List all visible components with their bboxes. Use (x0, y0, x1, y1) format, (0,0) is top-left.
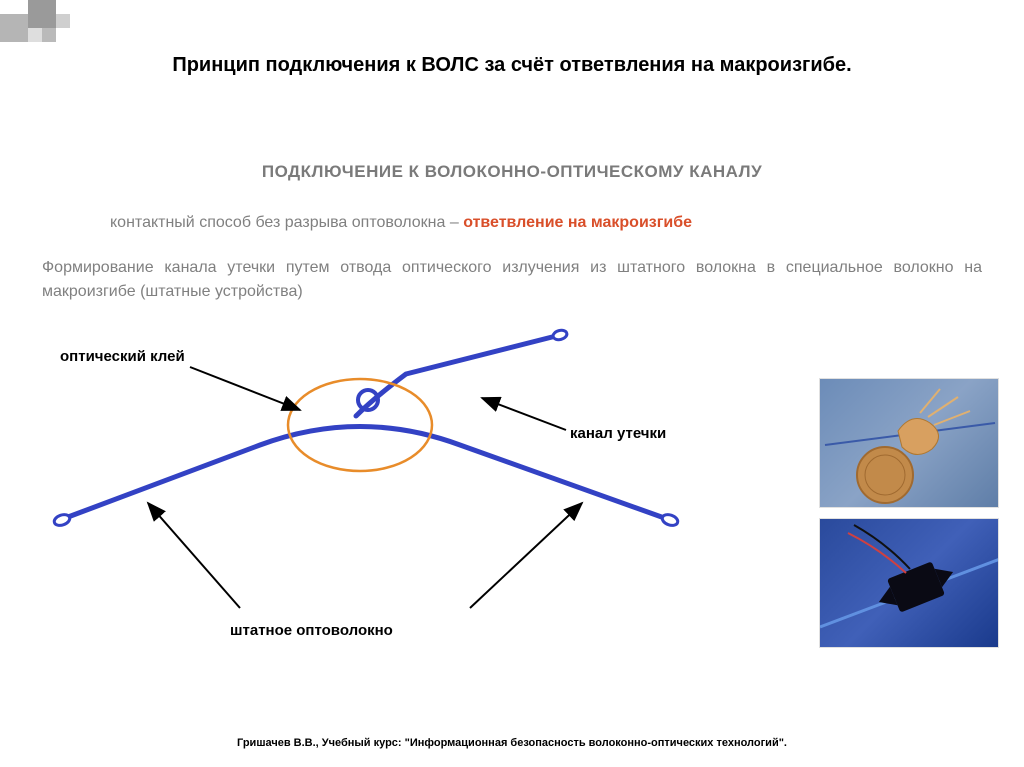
fiber-end-right (661, 513, 679, 528)
method-accent: ответвление на макроизгибе (463, 214, 692, 231)
fiber-end-left (53, 513, 71, 528)
photo-stack (819, 378, 999, 658)
footer-citation: Гришачев В.В., Учебный курс: "Информацио… (0, 737, 1024, 749)
leak-fiber (356, 335, 560, 416)
photo-tap-device (819, 518, 999, 648)
label-optical-glue: оптический клей (60, 348, 185, 365)
description-text: Формирование канала утечки путем отвода … (42, 256, 982, 304)
arrow-to-fiber-right (470, 503, 582, 608)
method-line: контактный способ без разрыва оптоволокн… (110, 214, 692, 232)
section-title: ПОДКЛЮЧЕНИЕ К ВОЛОКОННО-ОПТИЧЕСКОМУ КАНА… (0, 162, 1024, 182)
fiber-diagram: оптический клей канал утечки штатное опт… (30, 320, 790, 670)
label-leak-channel: канал утечки (570, 425, 666, 442)
page-title: Принцип подключения к ВОЛС за счёт ответ… (0, 54, 1024, 77)
leak-fiber-end (552, 329, 568, 341)
diagram-svg (30, 320, 790, 670)
arrow-to-fiber-left (148, 503, 240, 608)
arrow-to-leak (482, 398, 566, 430)
photo-clip-device (819, 378, 999, 508)
method-prefix: контактный способ без разрыва оптоволокн… (110, 214, 463, 231)
arrow-to-glue (190, 367, 300, 410)
label-standard-fiber: штатное оптоволокно (230, 622, 393, 639)
